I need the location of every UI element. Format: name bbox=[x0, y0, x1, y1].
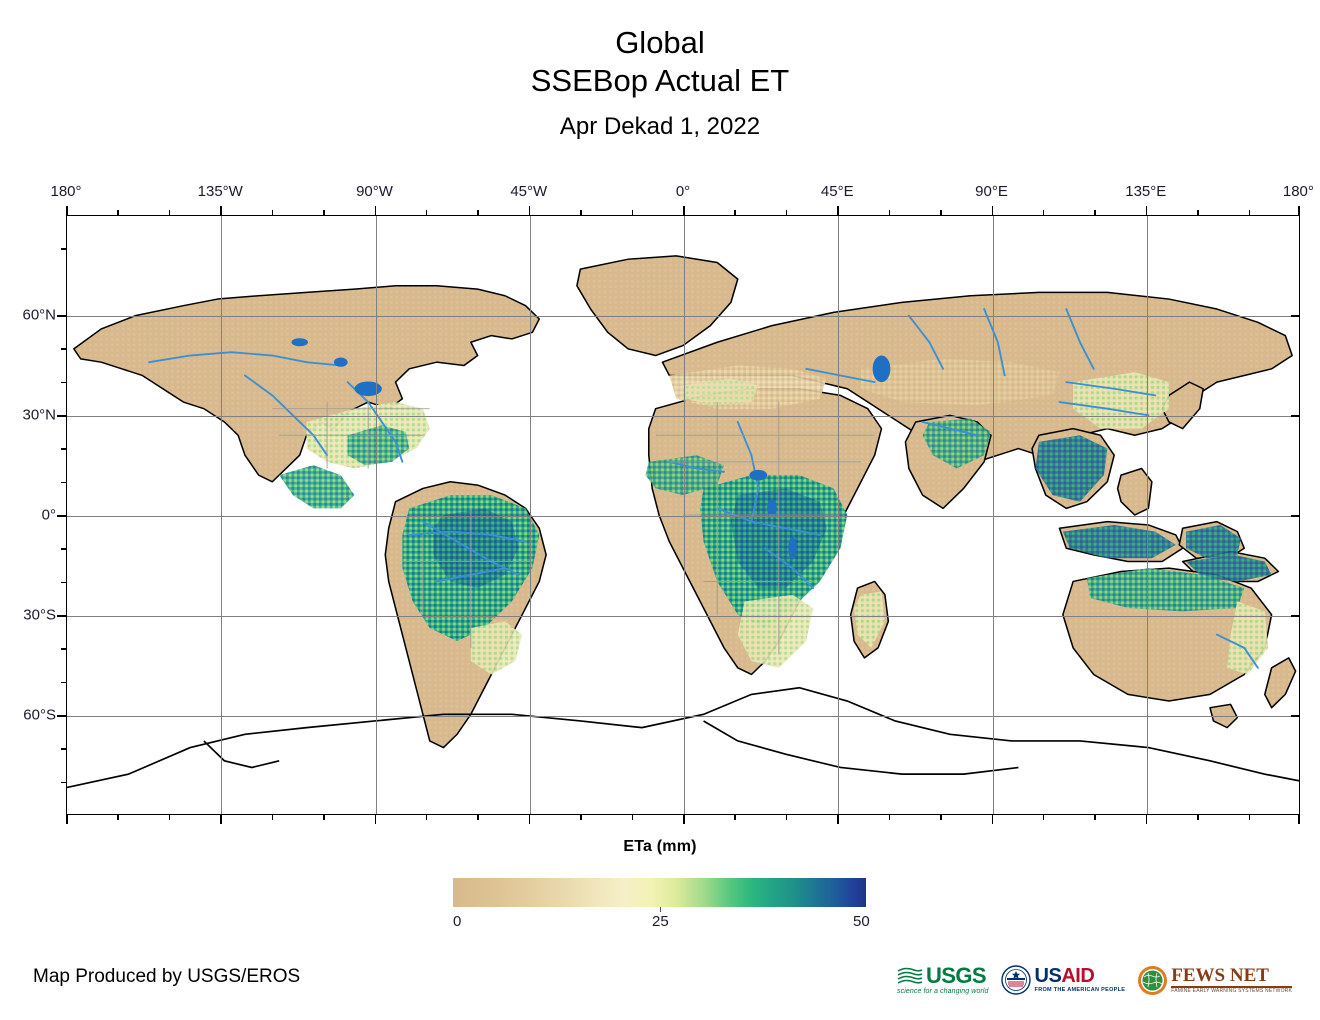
colorbar-title: ETa (mm) bbox=[623, 838, 697, 855]
x-tick-label: 0° bbox=[675, 183, 691, 200]
x-tick-label: 135°E bbox=[1125, 183, 1167, 200]
fewsnet-wordmark: FEWS NET bbox=[1171, 965, 1269, 987]
colorbar: ETa (mm) 0 25 50 bbox=[0, 838, 1320, 930]
colorbar-tick-max: 50 bbox=[853, 913, 870, 930]
usgs-logo[interactable]: USGS science for a changing world bbox=[897, 960, 989, 1000]
agency-logos: USGS science for a changing world USAID … bbox=[897, 958, 1292, 1002]
fewsnet-logo[interactable]: FEWS NET FAMINE EARLY WARNING SYSTEMS NE… bbox=[1137, 960, 1292, 1000]
y-tick-label: 60°S bbox=[23, 706, 56, 724]
usaid-wordmark-aid: AID bbox=[1061, 965, 1095, 988]
y-tick-label: 60°N bbox=[22, 306, 56, 324]
page-title-line1: Global bbox=[615, 25, 705, 60]
colorbar-gradient bbox=[453, 878, 866, 907]
usgs-wordmark: USGS bbox=[926, 963, 987, 988]
x-tick-label: 180° bbox=[1282, 183, 1314, 200]
usgs-tagline: science for a changing world bbox=[897, 988, 989, 995]
fewsnet-tagline: FAMINE EARLY WARNING SYSTEMS NETWORK bbox=[1171, 987, 1292, 994]
map-credit: Map Produced by USGS/EROS bbox=[33, 966, 301, 987]
y-tick-label: 0° bbox=[41, 506, 56, 524]
x-tick-label: 45°W bbox=[510, 183, 548, 200]
x-tick-label: 45°E bbox=[820, 183, 854, 200]
x-tick-label: 180° bbox=[50, 183, 82, 200]
world-et-raster bbox=[67, 216, 1299, 814]
usaid-seal-icon bbox=[1000, 965, 1031, 995]
map-frame bbox=[66, 215, 1300, 815]
x-tick-label: 135°W bbox=[197, 183, 243, 200]
colorbar-tick-mid: 25 bbox=[652, 913, 669, 930]
fewsnet-globe-icon bbox=[1138, 965, 1168, 995]
fewsnet-divider bbox=[1171, 986, 1292, 988]
usaid-wordmark-us: US bbox=[1034, 965, 1062, 988]
usaid-tagline: FROM THE AMERICAN PEOPLE bbox=[1034, 987, 1126, 994]
usgs-wave-icon bbox=[897, 967, 923, 984]
usaid-logo[interactable]: USAID FROM THE AMERICAN PEOPLE bbox=[1000, 960, 1126, 1000]
y-tick-label: 30°N bbox=[22, 406, 56, 424]
x-tick-label: 90°E bbox=[975, 183, 1008, 200]
title-block: Global SSEBop Actual ET Apr Dekad 1, 202… bbox=[0, 24, 1320, 142]
map-area: 180° 135°W 90°W 45°W 0° 45°E 90°E 135°E … bbox=[22, 183, 1314, 824]
x-tick-label: 90°W bbox=[356, 183, 393, 200]
page-subtitle: Apr Dekad 1, 2022 bbox=[559, 113, 761, 140]
y-tick-label: 30°S bbox=[23, 606, 56, 624]
page-title-line2: SSEBop Actual ET bbox=[530, 63, 790, 98]
colorbar-tick-min: 0 bbox=[453, 913, 462, 930]
